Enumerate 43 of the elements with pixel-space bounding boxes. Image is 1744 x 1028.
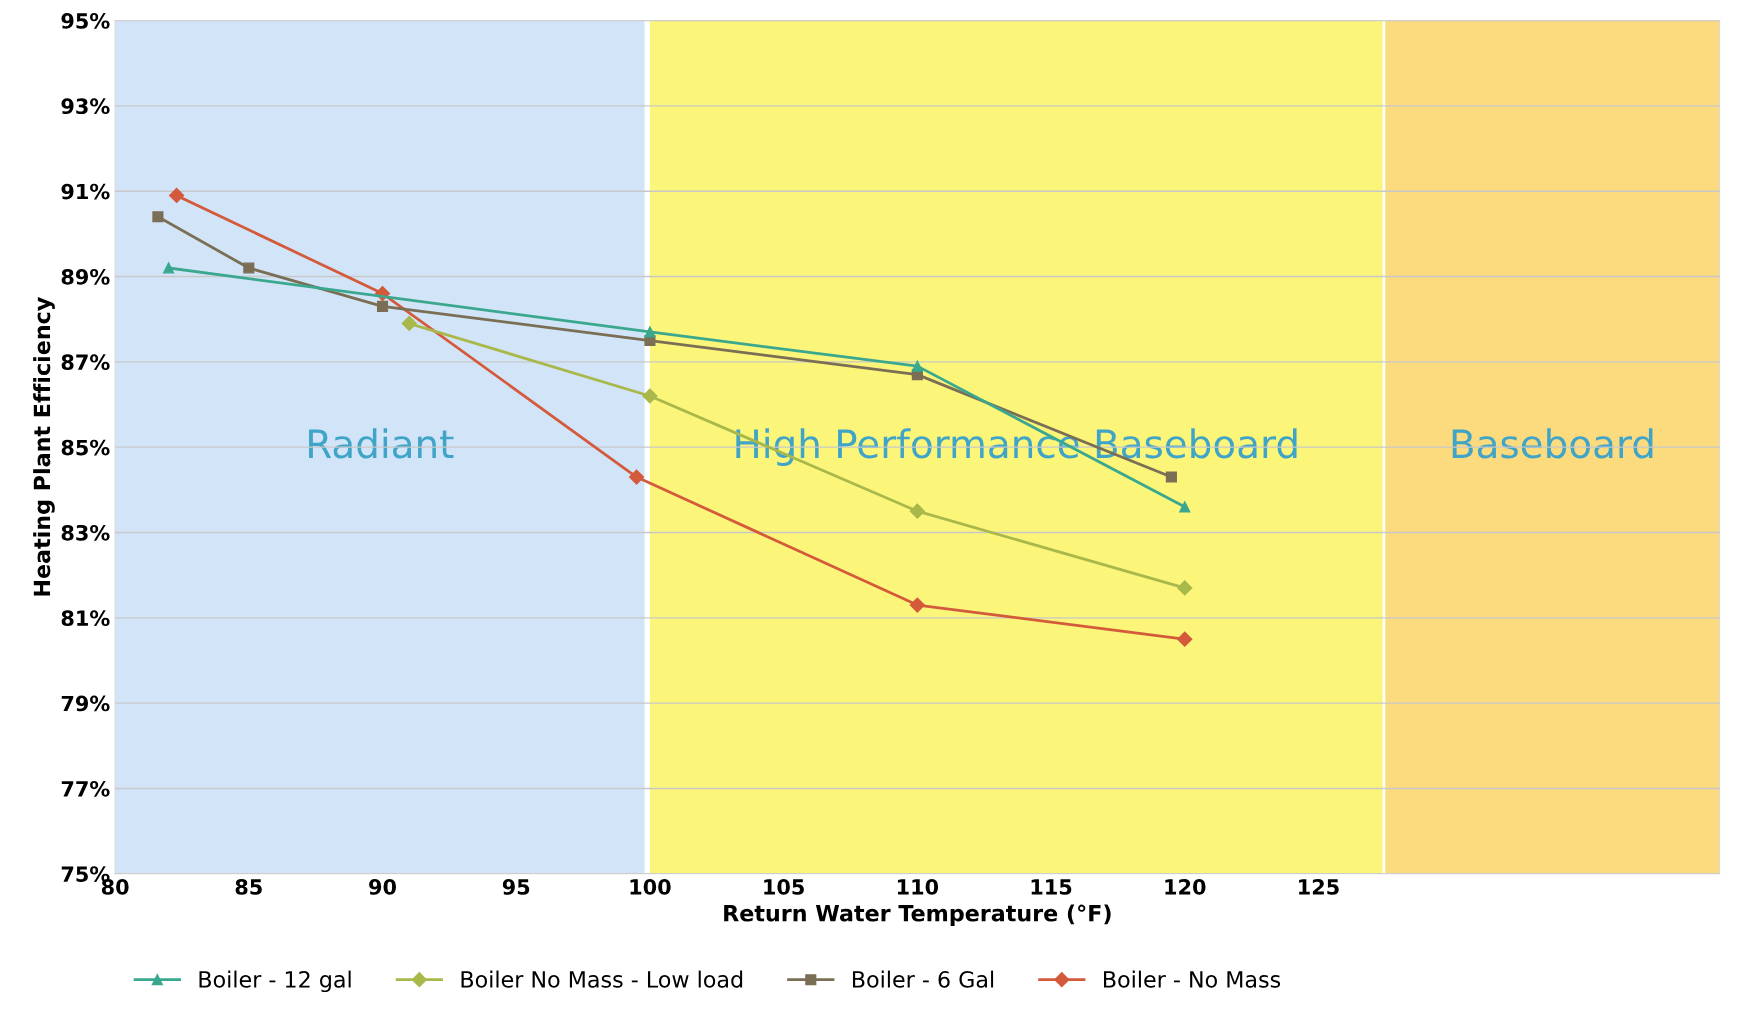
y-tick-label: 79% [61, 695, 110, 712]
y-tick-label: 77% [61, 780, 110, 797]
x-tick-label: 90 [369, 879, 397, 895]
y-tick-label: 89% [61, 268, 110, 285]
band-label: Baseboard [1452, 428, 1653, 459]
point [909, 597, 925, 613]
point [1177, 631, 1193, 647]
y-tick-label: 81% [61, 610, 110, 627]
x-tick-label: 125 [1299, 879, 1339, 895]
point [1177, 580, 1193, 596]
y-tick-label: 91% [61, 183, 110, 200]
x-tick-label: 95 [502, 879, 530, 895]
y-tick-label: 95% [61, 13, 110, 29]
point [1165, 471, 1177, 483]
point [1179, 501, 1191, 513]
x-tick-label: 110 [897, 879, 939, 895]
y-tick-label: 83% [61, 524, 110, 541]
x-tick-label: 115 [1031, 879, 1072, 895]
x-tick-label: 105 [764, 879, 804, 895]
point [911, 360, 923, 372]
point [642, 388, 658, 404]
y-tick-label: 87% [61, 354, 110, 371]
legend-label: Boiler - No Mass [1104, 970, 1281, 988]
point [401, 315, 417, 332]
y-tick-label: 85% [61, 439, 110, 456]
x-tick-label: 100 [630, 879, 671, 895]
x-tick-label: 85 [235, 879, 262, 895]
point [909, 503, 925, 519]
point [152, 211, 164, 223]
y-axis-title: Heating Plant Efficiency [33, 297, 55, 596]
point [644, 326, 656, 338]
point [163, 262, 175, 274]
y-tick-label: 93% [61, 98, 110, 115]
point [376, 300, 389, 312]
legend-label: Boiler No Mass - Low load [461, 970, 743, 988]
band-label: Radiant [309, 428, 454, 459]
point [169, 187, 185, 204]
point [243, 262, 255, 274]
x-axis-title: Return Water Temperature (°F) [724, 904, 1111, 926]
x-tick-label: 120 [1165, 879, 1206, 895]
legend-label: Boiler - 12 gal [199, 970, 351, 993]
point [628, 469, 645, 485]
legend-label: Boiler - 6 Gal [852, 970, 994, 988]
